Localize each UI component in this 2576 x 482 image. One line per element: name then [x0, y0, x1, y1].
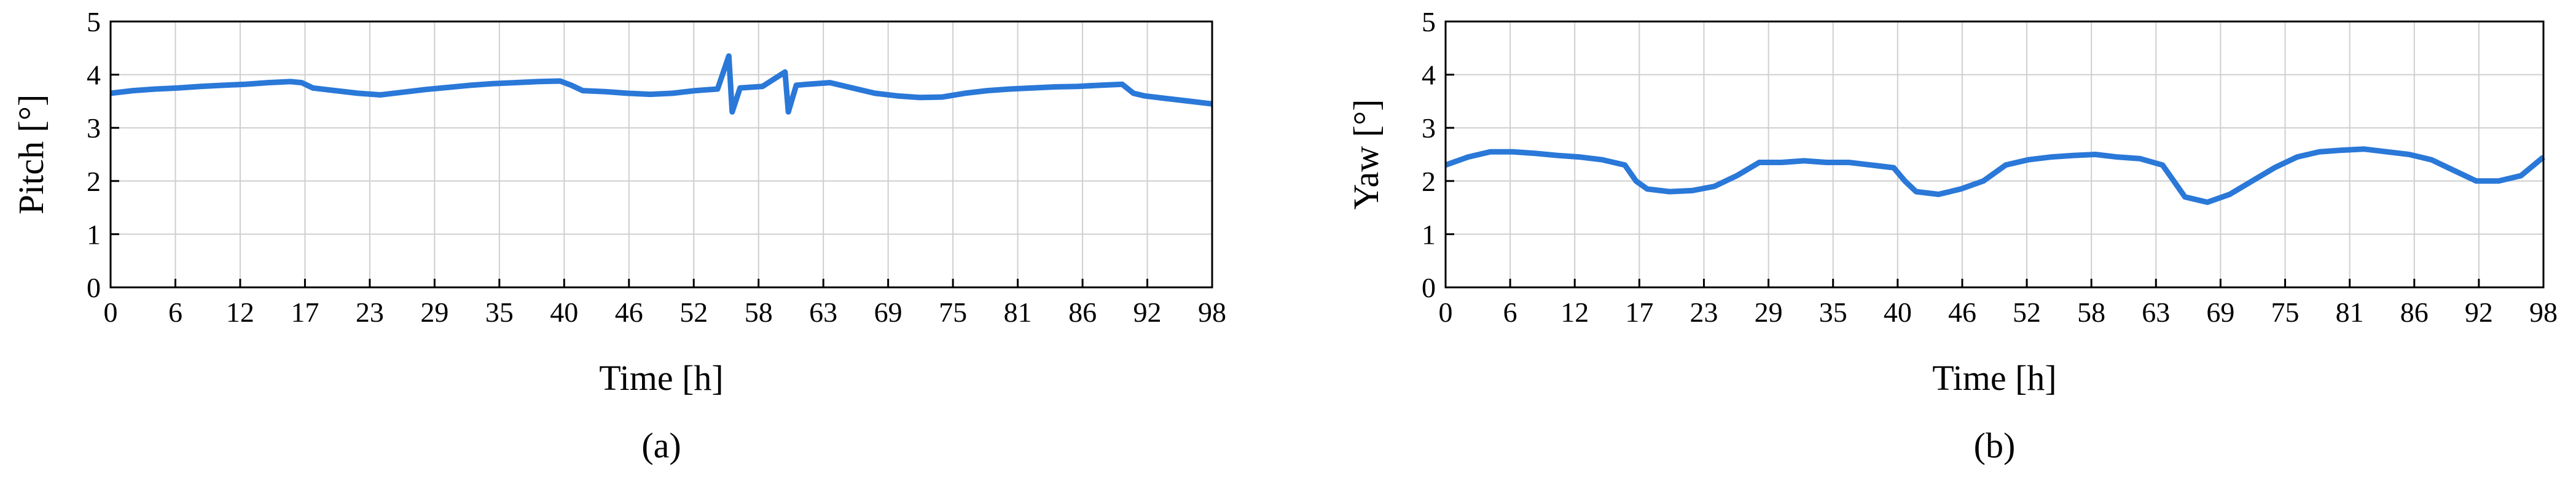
x-tick-label: 29 [420, 297, 448, 328]
x-tick-label: 35 [485, 297, 514, 328]
x-tick-label: 63 [2142, 297, 2170, 328]
data-line [110, 53, 1213, 115]
y-tick-label: 4 [87, 60, 101, 91]
x-axis-title: Time [h] [1932, 358, 2057, 398]
y-tick-label: 5 [87, 6, 101, 37]
x-tick-label: 23 [356, 297, 384, 328]
x-tick-label: 29 [1755, 297, 1783, 328]
panel-caption: (a) [641, 426, 681, 465]
x-tick-label: 52 [679, 297, 708, 328]
x-tick-label: 92 [2465, 297, 2493, 328]
plot-frame [1444, 20, 2545, 289]
x-tick-label: 17 [1625, 297, 1653, 328]
y-tick-label: 1 [1422, 219, 1436, 250]
y-tick-label: 5 [1422, 6, 1436, 37]
panel-caption: (b) [1974, 426, 2016, 465]
x-tick-label: 86 [1068, 297, 1097, 328]
y-tick-label: 4 [1422, 60, 1436, 91]
x-tick-label: 58 [2077, 297, 2105, 328]
panel: 0 6 12 17 23 29 35 40 46 52 58 63 69 75 81 86 92 98012345… [11, 6, 1226, 465]
x-axis-title: Time [h] [599, 358, 724, 398]
panel: 0 6 12 17 23 29 35 40 46 52 58 63 69 75 81 86 92 98012345… [1346, 6, 2558, 465]
x-tick-label: 98 [2529, 297, 2558, 328]
x-tick-label: 12 [226, 297, 254, 328]
x-tick-label: 6 [168, 297, 182, 328]
x-tick-label: 69 [2206, 297, 2234, 328]
x-tick-label: 52 [2013, 297, 2041, 328]
y-tick-label: 0 [1422, 272, 1436, 303]
data-line [1444, 146, 2545, 205]
x-tick-label: 81 [1004, 297, 1032, 328]
y-tick-label: 2 [1422, 166, 1436, 197]
x-tick-label: 92 [1133, 297, 1162, 328]
x-tick-label: 12 [1560, 297, 1589, 328]
x-tick-label: 23 [1689, 297, 1718, 328]
x-tick-label: 69 [874, 297, 902, 328]
x-tick-label: 75 [939, 297, 967, 328]
x-tick-label: 0 [104, 297, 118, 328]
y-tick-label: 1 [87, 219, 101, 250]
x-tick-label: 98 [1198, 297, 1226, 328]
x-tick-label: 46 [1948, 297, 1976, 328]
x-tick-label: 17 [291, 297, 319, 328]
y-axis-title: Yaw [°] [1346, 99, 1386, 209]
y-tick-label: 3 [1422, 112, 1436, 144]
x-tick-label: 40 [550, 297, 578, 328]
x-tick-label: 46 [615, 297, 643, 328]
y-tick-label: 2 [87, 166, 101, 197]
x-tick-label: 81 [2336, 297, 2364, 328]
x-tick-label: 6 [1503, 297, 1517, 328]
plot-frame [109, 20, 1213, 289]
y-axis-title: Pitch [°] [11, 95, 51, 215]
x-tick-label: 86 [2400, 297, 2429, 328]
x-tick-label: 75 [2271, 297, 2300, 328]
x-tick-label: 35 [1819, 297, 1847, 328]
x-tick-label: 63 [809, 297, 837, 328]
x-tick-label: 40 [1884, 297, 1912, 328]
y-tick-label: 3 [87, 112, 101, 144]
x-tick-label: 58 [745, 297, 773, 328]
y-tick-label: 0 [87, 272, 101, 303]
x-tick-label: 0 [1439, 297, 1453, 328]
